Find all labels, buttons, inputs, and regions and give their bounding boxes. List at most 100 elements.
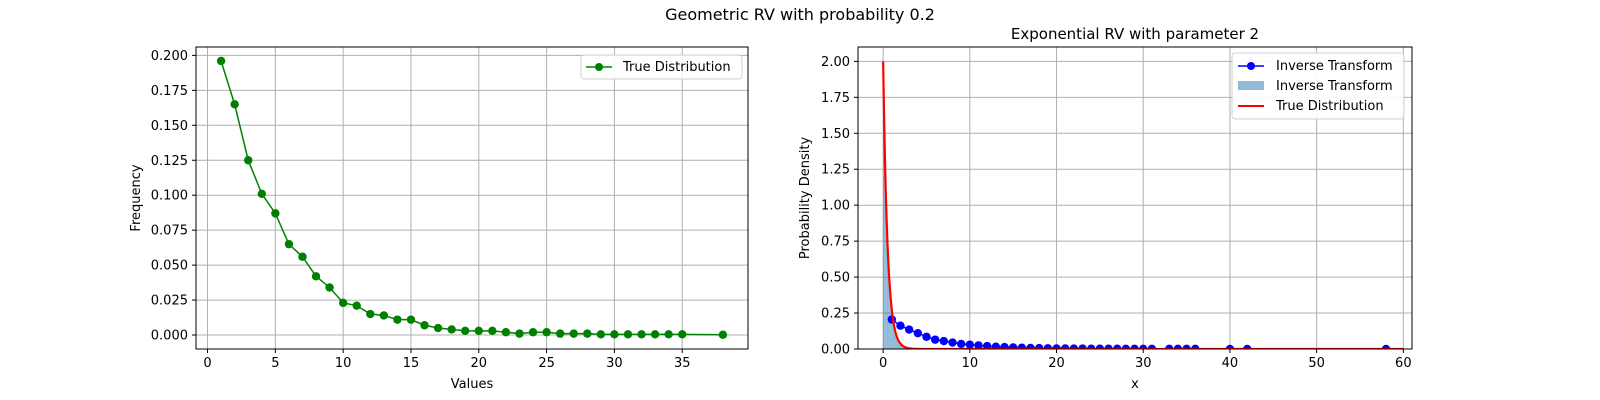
right-data-point xyxy=(1113,344,1122,349)
left-data-point xyxy=(678,330,687,339)
left-data-point xyxy=(542,328,551,337)
right-ytick-label: 0.25 xyxy=(821,307,850,322)
left-data-point xyxy=(420,321,429,330)
left-data-point xyxy=(393,315,402,324)
left-data-point xyxy=(216,56,226,66)
right-data-point xyxy=(982,341,992,349)
right-legend-marker-swatch xyxy=(1247,62,1255,70)
left-ticks: 0 5 10 15 20 25 30 35 0.000 0.025 0.050 0.075 0.100 0… xyxy=(151,49,691,371)
left-xtick-label: 15 xyxy=(403,356,420,371)
right-xlabel: x xyxy=(1131,377,1139,392)
right-data-point xyxy=(956,339,966,349)
right-data-point xyxy=(1078,344,1087,349)
left-data-point xyxy=(230,100,239,109)
chart-left: 0 5 10 15 20 25 30 35 0.000 0.025 0.050 0.075 0.100 0… xyxy=(129,46,749,392)
right-hist-bar xyxy=(900,344,903,349)
right-data-point xyxy=(896,321,905,330)
right-legend-label-true: True Distribution xyxy=(1275,99,1384,114)
left-data-point xyxy=(650,330,660,339)
left-data-point xyxy=(447,325,456,334)
right-data-point xyxy=(939,336,949,346)
left-data-point xyxy=(637,330,646,339)
right-hist-bar xyxy=(897,337,898,349)
right-hist-bar xyxy=(893,323,895,349)
right-data-point xyxy=(930,335,940,344)
left-ytick-label: 0.125 xyxy=(151,154,188,169)
right-hist-bar xyxy=(892,317,894,349)
right-ytick-label: 0.50 xyxy=(821,271,850,286)
right-ytick-label: 1.50 xyxy=(821,127,850,142)
right-hist-bar xyxy=(894,327,896,349)
left-ytick-label: 0.050 xyxy=(151,259,188,274)
right-hist-bar xyxy=(902,346,904,349)
right-hist-bar xyxy=(885,190,887,349)
right-hist-bar xyxy=(896,334,898,349)
right-ytick-label: 0.75 xyxy=(821,235,850,250)
right-data-point xyxy=(1008,343,1018,349)
right-data-point xyxy=(991,342,1001,349)
right-legend-box xyxy=(1231,52,1405,120)
right-data-point xyxy=(948,338,957,347)
left-ytick-label: 0.025 xyxy=(151,294,188,309)
right-title: Exponential RV with parameter 2 xyxy=(1011,25,1259,43)
right-hist-bar xyxy=(890,301,892,349)
left-data-point xyxy=(271,209,280,218)
left-series-line xyxy=(220,60,723,336)
left-ytick-label: 0.075 xyxy=(151,224,188,239)
right-hist-bar xyxy=(887,241,889,349)
right-hist-bar xyxy=(897,339,899,349)
right-legend-label-hist: Inverse Transform xyxy=(1276,79,1393,94)
right-axes-frame xyxy=(857,46,1413,350)
right-hist-bar xyxy=(884,111,885,349)
left-data-point xyxy=(433,323,443,333)
left-legend: True Distribution xyxy=(580,54,743,80)
right-ytick-label: 1.25 xyxy=(821,163,850,178)
left-data-point xyxy=(474,326,483,336)
right-xtick-label: 10 xyxy=(962,356,979,371)
left-xtick-label: 0 xyxy=(203,356,211,371)
left-axes-frame xyxy=(195,46,749,350)
left-grid xyxy=(196,47,748,349)
right-legend-label-markers: Inverse Transform xyxy=(1276,59,1393,74)
right-data-point xyxy=(904,325,914,334)
left-ytick-label: 0.100 xyxy=(151,189,188,204)
right-hist-bar xyxy=(889,277,891,349)
right-hist-bar xyxy=(884,154,886,349)
right-data-point xyxy=(1035,343,1044,349)
right-data-point xyxy=(1104,344,1113,349)
right-ytick-label: 0.00 xyxy=(821,343,850,358)
left-data-point xyxy=(338,298,348,308)
right-xtick-label: 0 xyxy=(879,356,887,371)
left-data-point xyxy=(406,315,416,324)
left-xtick-label: 10 xyxy=(335,356,352,371)
left-xtick-label: 5 xyxy=(271,356,279,371)
right-data-point xyxy=(1052,344,1061,349)
left-xtick-label: 20 xyxy=(471,356,488,371)
left-xtick-label: 25 xyxy=(538,356,555,371)
right-data-point xyxy=(1000,342,1009,349)
right-data-point xyxy=(965,340,975,349)
left-data-point xyxy=(325,283,334,292)
left-xtick-label: 35 xyxy=(674,356,691,371)
right-data-point xyxy=(922,332,931,341)
left-legend-label: True Distribution xyxy=(622,60,731,75)
right-xtick-label: 30 xyxy=(1135,356,1152,371)
right-hist-bar xyxy=(899,342,901,349)
chart-right: Exponential RV with parameter 2 0 10 20 30 4… xyxy=(798,25,1413,392)
right-data-point xyxy=(1061,344,1070,349)
right-xtick-label: 40 xyxy=(1222,356,1239,371)
right-data-point xyxy=(913,328,923,338)
left-data-point xyxy=(501,328,511,337)
right-data-point xyxy=(1043,344,1053,349)
left-data-point xyxy=(555,329,565,338)
left-data-point xyxy=(528,328,538,337)
figure-suptitle: Geometric RV with probability 0.2 xyxy=(665,5,935,24)
left-xtick-label: 30 xyxy=(606,356,623,371)
left-data-point xyxy=(298,252,307,261)
right-legend-hist-swatch xyxy=(1238,81,1264,90)
right-ylabel: Probability Density xyxy=(798,137,813,260)
left-legend-box xyxy=(580,54,743,80)
left-ytick-label: 0.200 xyxy=(151,49,188,64)
left-ytick-label: 0.150 xyxy=(151,119,188,134)
right-xtick-label: 20 xyxy=(1048,356,1065,371)
